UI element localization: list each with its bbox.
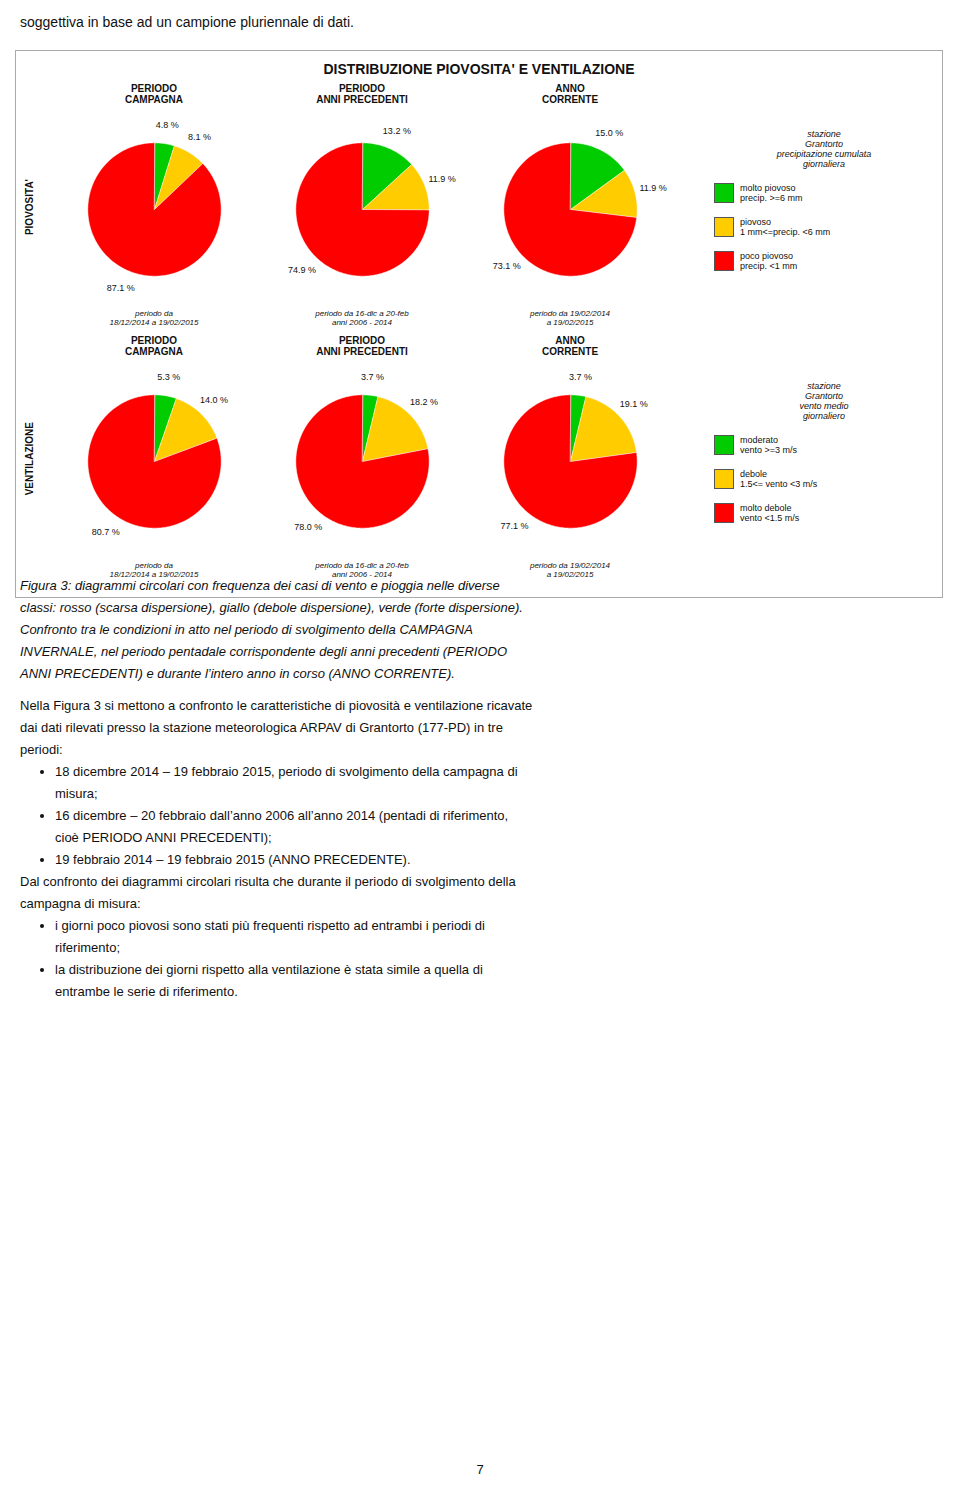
html-text:ANNO CORRENTE: ANNO CORRENTE — [541, 335, 599, 357]
svg-text:5.3 %: 5.3 % — [157, 372, 180, 382]
html-text:molto piovoso precip. >=6 mm: molto piovoso precip. >=6 mm — [740, 183, 803, 203]
html-text:PERIODO CAMPAGNA: PERIODO CAMPAGNA — [124, 335, 184, 357]
svg-text:4.8 %: 4.8 % — [156, 120, 179, 130]
html-text:Confronto tra le condizioni in: Confronto tra le condizioni in atto nel … — [20, 622, 473, 637]
html-text:riferimento;: riferimento; — [55, 940, 120, 955]
html-text:periodo da 16-dic a 20-feb ann: periodo da 16-dic a 20-feb anni 2006 - 2… — [315, 561, 409, 579]
html-text:Figura 3: diagrammi circolari: Figura 3: diagrammi circolari con freque… — [20, 578, 500, 593]
svg-text:15.0 %: 15.0 % — [595, 128, 623, 138]
svg-text:18.2 %: 18.2 % — [410, 397, 438, 407]
svg-text:3.7 %: 3.7 % — [569, 372, 592, 382]
html-text:poco piovoso precip. <1 mm: poco piovoso precip. <1 mm — [740, 251, 798, 271]
html-text:entrambe le serie di riferimen: entrambe le serie di riferimento. — [55, 984, 238, 999]
html-text:dai dati rilevati presso la st: dai dati rilevati presso la stazione met… — [20, 720, 503, 735]
html-text:PERIODO ANNI PRECEDENTI: PERIODO ANNI PRECEDENTI — [316, 83, 408, 105]
html-text:periodo da 18/12/2014 a 19/02/: periodo da 18/12/2014 a 19/02/2015 — [109, 309, 199, 327]
html-text:periodo da 18/12/2014 a 19/02/: periodo da 18/12/2014 a 19/02/2015 — [109, 561, 199, 579]
html-text:periodi:: periodi: — [20, 742, 63, 757]
svg-text:78.0 %: 78.0 % — [294, 522, 322, 532]
html-text:classi: rosso (scarsa dispersi: classi: rosso (scarsa dispersione), gial… — [20, 600, 523, 615]
html-text:stazione Grantorto vento medio: stazione Grantorto vento medio giornalie… — [799, 381, 849, 421]
svg-text:11.9 %: 11.9 % — [428, 174, 455, 184]
html-text:19 febbraio 2014 – 19 febbraio: 19 febbraio 2014 – 19 febbraio 2015 (ANN… — [55, 852, 411, 867]
html-text:debole 1.5<= vento <3 m/s: debole 1.5<= vento <3 m/s — [740, 469, 818, 489]
html-text:periodo da 19/02/2014 a 19/02/: periodo da 19/02/2014 a 19/02/2015 — [530, 309, 610, 327]
html-text:molto debole vento <1.5 m/s: molto debole vento <1.5 m/s — [740, 503, 800, 523]
html-text:18 dicembre 2014 – 19 febbraio: 18 dicembre 2014 – 19 febbraio 2015, per… — [55, 764, 518, 779]
html-text:ANNI PRECEDENTI) e durante l’i: ANNI PRECEDENTI) e durante l’intero anno… — [20, 666, 455, 681]
html-text:PERIODO ANNI PRECEDENTI: PERIODO ANNI PRECEDENTI — [316, 335, 408, 357]
html-text:VENTILAZIONE: VENTILAZIONE — [24, 422, 35, 496]
svg-text:11.9 %: 11.9 % — [639, 183, 666, 193]
html-text:PIOVOSITA': PIOVOSITA' — [24, 179, 35, 235]
svg-text:80.7 %: 80.7 % — [92, 527, 120, 537]
svg-text:13.2 %: 13.2 % — [383, 126, 411, 136]
html-text:campagna di misura:: campagna di misura: — [20, 896, 141, 911]
html-text:DISTRIBUZIONE PIOVOSITA' E VEN: DISTRIBUZIONE PIOVOSITA' E VENTILAZIONE — [323, 61, 635, 77]
html-text:i giorni poco piovosi sono sta: i giorni poco piovosi sono stati più fre… — [55, 918, 485, 933]
svg-text:19.1 %: 19.1 % — [620, 399, 648, 409]
html-text:16 dicembre – 20 febbraio dall: 16 dicembre – 20 febbraio dall’anno 2006… — [55, 808, 509, 823]
html-text:INVERNALE, nel periodo pentada: INVERNALE, nel periodo pentadale corrisp… — [20, 644, 508, 659]
html-text:stazione Grantorto precipitazi: stazione Grantorto precipitazione cumula… — [776, 129, 872, 169]
svg-text:77.1 %: 77.1 % — [500, 521, 528, 531]
html-text:piovoso 1 mm<=precip. <6 mm: piovoso 1 mm<=precip. <6 mm — [740, 217, 831, 237]
html-text:periodo da 16-dic a 20-feb ann: periodo da 16-dic a 20-feb anni 2006 - 2… — [315, 309, 409, 327]
html-text:moderato vento >=3 m/s: moderato vento >=3 m/s — [740, 435, 797, 455]
svg-text:14.0 %: 14.0 % — [200, 395, 228, 405]
html-text:ANNO CORRENTE: ANNO CORRENTE — [541, 83, 599, 105]
svg-text:8.1 %: 8.1 % — [188, 132, 211, 142]
html-text:periodo da 19/02/2014 a 19/02/: periodo da 19/02/2014 a 19/02/2015 — [530, 561, 610, 579]
html-text:cioè PERIODO ANNI PRECEDENTI);: cioè PERIODO ANNI PRECEDENTI); — [55, 830, 272, 845]
html-text:Nella Figura 3 si mettono a co: Nella Figura 3 si mettono a confronto le… — [20, 698, 533, 713]
html-text:la distribuzione dei giorni ri: la distribuzione dei giorni rispetto all… — [55, 962, 483, 977]
html-text:soggettiva in base ad un campi: soggettiva in base ad un campione plurie… — [20, 14, 354, 30]
svg-text:3.7 %: 3.7 % — [361, 372, 384, 382]
svg-text:73.1 %: 73.1 % — [493, 261, 521, 271]
svg-text:87.1 %: 87.1 % — [107, 283, 135, 293]
html-text:Dal confronto dei diagrammi ci: Dal confronto dei diagrammi circolari ri… — [20, 874, 516, 889]
html-text:7: 7 — [476, 1462, 484, 1477]
svg-text:74.9 %: 74.9 % — [288, 265, 316, 275]
html-text:PERIODO CAMPAGNA: PERIODO CAMPAGNA — [124, 83, 184, 105]
html-text:misura;: misura; — [55, 786, 98, 801]
